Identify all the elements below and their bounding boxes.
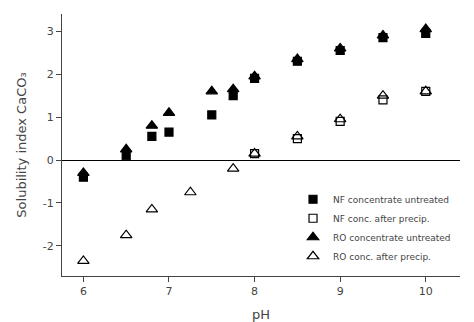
svg-text:1: 1 [47, 111, 54, 124]
svg-text:10: 10 [419, 285, 433, 298]
svg-text:Solubility index CaCO₃: Solubility index CaCO₃ [14, 72, 29, 217]
svg-text:RO concentrate untreated: RO concentrate untreated [333, 233, 451, 243]
svg-text:pH: pH [252, 307, 270, 322]
svg-text:NF concentrate untreated: NF concentrate untreated [333, 195, 449, 205]
svg-text:-2: -2 [43, 240, 54, 253]
svg-text:8: 8 [251, 285, 258, 298]
svg-text:-1: -1 [43, 197, 54, 210]
svg-text:6: 6 [80, 285, 87, 298]
svg-text:7: 7 [165, 285, 172, 298]
svg-text:9: 9 [337, 285, 344, 298]
svg-text:3: 3 [47, 25, 54, 38]
svg-text:NF conc. after precip.: NF conc. after precip. [333, 214, 430, 224]
svg-text:0: 0 [47, 154, 54, 167]
svg-text:2: 2 [47, 68, 54, 81]
svg-text:RO conc. after precip.: RO conc. after precip. [333, 252, 431, 262]
